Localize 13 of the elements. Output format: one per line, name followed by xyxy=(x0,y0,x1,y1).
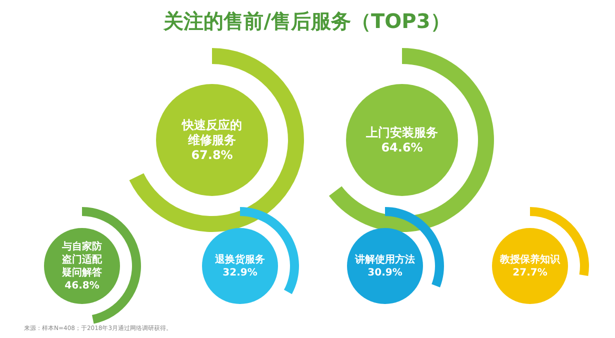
category-label: 讲解使用方法 xyxy=(354,254,415,266)
category-label: 教授保养知识 xyxy=(499,254,561,266)
data-label: 64.6% xyxy=(381,140,423,154)
category-label: 快速反应的维修服务 xyxy=(181,118,242,147)
text: 关注的售前/售后服务（TOP3） xyxy=(162,9,450,33)
data-label: 27.7% xyxy=(512,268,548,278)
category-label: 退换货服务 xyxy=(214,254,265,266)
data-label: 32.9% xyxy=(222,268,258,278)
data-label: 30.9% xyxy=(368,268,402,278)
data-label: 67.8% xyxy=(191,148,233,162)
data-label: 46.8% xyxy=(64,280,100,292)
category-label: 上门安装服务 xyxy=(365,126,438,140)
category-label: 与自家防盗门适配疑问解答 xyxy=(61,240,103,278)
